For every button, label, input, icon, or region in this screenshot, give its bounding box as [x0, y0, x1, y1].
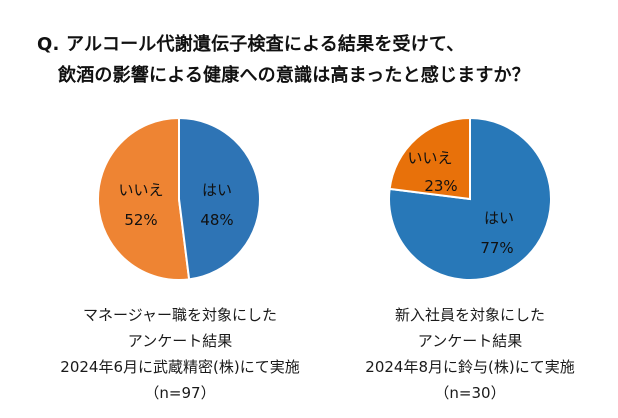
- caption-line: アンケート結果: [127, 332, 233, 350]
- pie-slice-no-managers: [97, 116, 191, 281]
- slice-value-no-new-employees: 23%: [424, 177, 457, 195]
- caption-managers: マネージャー職を対象にした アンケート結果 2024年6月に武蔵精密(株)にて実…: [25, 303, 335, 407]
- slice-value-no-managers: 52%: [124, 211, 157, 229]
- caption-line: マネージャー職を対象にした: [83, 306, 277, 324]
- pie-chart-managers: いいえ 52% はい 48%: [97, 116, 261, 281]
- sample-size: （n=97）: [144, 384, 216, 402]
- sample-size: （n=30）: [434, 384, 506, 402]
- chart-title-line-2: 飲酒の影響による健康への意識は高まったと感じますか？: [58, 65, 530, 86]
- caption-new-employees: 新入社員を対象にした アンケート結果 2024年8月に鈴与(株)にて実施 （n=…: [315, 303, 618, 407]
- slice-label-no-new-employees: いいえ: [407, 149, 452, 167]
- caption-line: 2024年8月に鈴与(株)にて実施: [365, 358, 575, 376]
- slice-value-yes-new-employees: 77%: [480, 239, 513, 257]
- caption-line: 新入社員を対象にした: [394, 306, 545, 324]
- chart-title-line-1: Q. アルコール代謝遺伝子検査による結果を受けて、: [37, 34, 465, 55]
- slice-value-yes-managers: 48%: [200, 211, 233, 229]
- pie-slice-yes-managers: [178, 116, 261, 281]
- slice-label-yes-new-employees: はい: [484, 209, 514, 227]
- slice-label-yes-managers: はい: [202, 181, 232, 199]
- caption-line: アンケート結果: [417, 332, 523, 350]
- caption-line: 2024年6月に武蔵精密(株)にて実施: [60, 358, 300, 376]
- pie-slice-no-new-employees: [388, 116, 471, 201]
- pie-chart-new-employees: いいえ 23% はい 77%: [388, 116, 552, 281]
- slice-label-no-managers: いいえ: [118, 181, 163, 199]
